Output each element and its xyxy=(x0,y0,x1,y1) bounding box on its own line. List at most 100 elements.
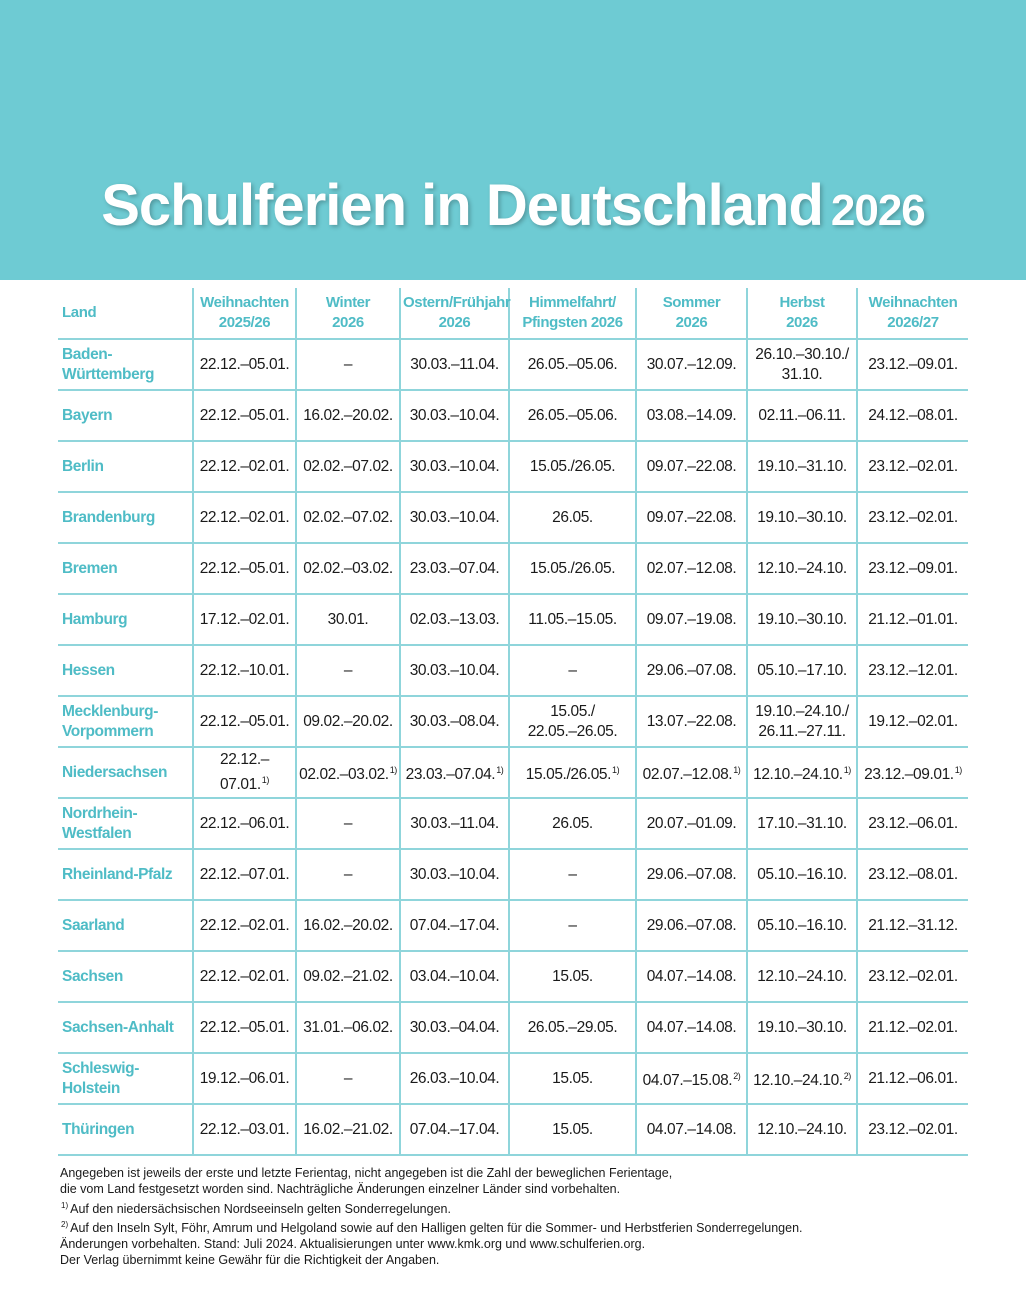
footnote-line: 2) Auf den Inseln Sylt, Föhr, Amrum und H… xyxy=(60,1217,960,1236)
date-cell: 30.03.–10.04. xyxy=(399,492,509,544)
date-cell: 30.03.–10.04. xyxy=(399,390,509,442)
date-cell: 30.03.–10.04. xyxy=(399,645,509,697)
header-row: Land Weihnachten 2025/26 Winter 2026 Ostern… xyxy=(58,288,968,340)
date-cell: 12.10.–24.10.2) xyxy=(746,1053,857,1105)
table-row: Mecklenburg- Vorpommern 22.12.–05.01. 09.0… xyxy=(58,696,968,748)
date-cell: – xyxy=(295,645,400,697)
date-cell: 02.02.–03.02.1) xyxy=(295,747,400,799)
date-cell: 22.12.–05.01. xyxy=(192,339,296,391)
date-cell: 15.05. xyxy=(508,1053,636,1105)
table-row: Niedersachsen 22.12.–07.01.1) 02.02.–03.02… xyxy=(58,747,968,799)
date-cell: 30.03.–10.04. xyxy=(399,441,509,493)
footnotes: Angegeben ist jeweils der erste und letz… xyxy=(60,1165,960,1269)
title-year: 2026 xyxy=(830,186,926,235)
date-cell: 05.10.–16.10. xyxy=(746,900,857,952)
date-cell: 02.02.–07.02. xyxy=(295,492,400,544)
date-cell: 26.05.–29.05. xyxy=(508,1002,636,1054)
state-name: Berlin xyxy=(58,441,193,493)
date-cell: 15.05./ 22.05.–26.05. xyxy=(508,696,636,748)
date-cell: 30.03.–11.04. xyxy=(399,339,509,391)
title-text: Schulferien in Deutschland xyxy=(101,173,824,238)
date-cell: 22.12.–05.01. xyxy=(192,390,296,442)
date-text: 02.02.–03.02. xyxy=(299,766,389,783)
date-cell: 02.11.–06.11. xyxy=(746,390,857,442)
date-cell: 23.03.–07.04.1) xyxy=(399,747,509,799)
date-cell: 02.07.–12.08.1) xyxy=(635,747,747,799)
date-cell: 23.12.–02.01. xyxy=(856,492,968,544)
date-cell: 07.04.–17.04. xyxy=(399,1104,509,1156)
date-cell: – xyxy=(295,798,400,850)
date-cell: 11.05.–15.05. xyxy=(508,594,636,646)
footnote-text: Auf den Inseln Sylt, Föhr, Amrum und Hel… xyxy=(70,1220,803,1235)
footnote-marker: 1) xyxy=(261,775,270,785)
column-header: Sommer 2026 xyxy=(635,288,747,340)
title: Schulferien in Deutschland 2026 xyxy=(0,172,1026,239)
date-cell: 04.07.–14.08. xyxy=(635,951,747,1003)
footnote-marker: 2) xyxy=(733,1071,741,1081)
date-cell: 24.12.–08.01. xyxy=(856,390,968,442)
date-cell: 09.07.–22.08. xyxy=(635,492,747,544)
footnote-marker: 1) xyxy=(954,765,963,775)
table-row: Baden- Württemberg 22.12.–05.01. –30.03.–1… xyxy=(58,339,968,391)
date-cell: 22.12.–02.01. xyxy=(192,900,296,952)
date-cell: 22.12.–06.01. xyxy=(192,798,296,850)
state-name: Sachsen-Anhalt xyxy=(58,1002,193,1054)
date-cell: 23.12.–02.01. xyxy=(856,1104,968,1156)
date-cell: 05.10.–16.10. xyxy=(746,849,857,901)
date-cell: 09.07.–22.08. xyxy=(635,441,747,493)
date-cell: 02.02.–07.02. xyxy=(295,441,400,493)
table-row: Saarland 22.12.–02.01. 16.02.–20.02. 07.04.… xyxy=(58,900,968,952)
footnote-line: Angegeben ist jeweils der erste und letz… xyxy=(60,1165,960,1181)
date-cell: 21.12.–01.01. xyxy=(856,594,968,646)
date-text: 15.05./26.05. xyxy=(525,766,612,783)
date-cell: 19.10.–24.10./ 26.11.–27.11. xyxy=(746,696,857,748)
state-name: Baden- Württemberg xyxy=(58,339,193,391)
column-header: Winter 2026 xyxy=(295,288,400,340)
table-row: Bayern 22.12.–05.01. 16.02.–20.02. 30.03.–1… xyxy=(58,390,968,442)
date-cell: 30.03.–04.04. xyxy=(399,1002,509,1054)
header-band xyxy=(0,0,1026,280)
date-cell: – xyxy=(295,339,400,391)
date-cell: 23.12.–12.01. xyxy=(856,645,968,697)
table-row: Sachsen-Anhalt 22.12.–05.01. 31.01.–06.02.… xyxy=(58,1002,968,1054)
date-cell: 22.12.–03.01. xyxy=(192,1104,296,1156)
holiday-table: Land Weihnachten 2025/26 Winter 2026 Ostern… xyxy=(58,288,968,1156)
date-text: 22.12.–07.01. xyxy=(220,751,269,793)
date-cell: – xyxy=(295,849,400,901)
table-row: Hessen 22.12.–10.01. –30.03.–10.04. –29.06.… xyxy=(58,645,968,697)
date-cell: 05.10.–17.10. xyxy=(746,645,857,697)
column-header: Weihnachten 2026/27 xyxy=(856,288,968,340)
date-text: 12.10.–24.10. xyxy=(753,1072,843,1089)
date-cell: 21.12.–06.01. xyxy=(856,1053,968,1105)
date-cell: 22.12.–02.01. xyxy=(192,492,296,544)
footnote-text: die vom Land festgesetzt worden sind. Na… xyxy=(60,1182,621,1197)
column-header: Land xyxy=(58,288,193,340)
date-cell: 19.12.–06.01. xyxy=(192,1053,296,1105)
date-cell: 23.12.–02.01. xyxy=(856,951,968,1003)
state-name: Bremen xyxy=(58,543,193,595)
date-cell: 29.06.–07.08. xyxy=(635,645,747,697)
date-cell: – xyxy=(295,1053,400,1105)
date-cell: 02.07.–12.08. xyxy=(635,543,747,595)
state-name: Brandenburg xyxy=(58,492,193,544)
state-name: Mecklenburg- Vorpommern xyxy=(58,696,193,748)
date-text: 23.12.–09.01. xyxy=(864,766,954,783)
date-cell: 26.05.–05.06. xyxy=(508,390,636,442)
footnote-marker: 2) xyxy=(843,1071,852,1081)
footnote-line: 1) Auf den niedersächsischen Nordseeinsel… xyxy=(60,1198,960,1217)
table-body: Baden- Württemberg 22.12.–05.01. –30.03.–1… xyxy=(58,339,968,1156)
date-cell: 29.06.–07.08. xyxy=(635,849,747,901)
footnote-line: Der Verlag übernimmt keine Gewähr für di… xyxy=(60,1252,960,1268)
date-cell: 09.02.–21.02. xyxy=(295,951,400,1003)
date-cell: 26.10.–30.10./ 31.10. xyxy=(746,339,857,391)
state-name: Schleswig- Holstein xyxy=(58,1053,193,1105)
date-cell: 31.01.–06.02. xyxy=(295,1002,400,1054)
date-cell: 22.12.–02.01. xyxy=(192,951,296,1003)
footnote-line: die vom Land festgesetzt worden sind. Na… xyxy=(60,1181,960,1197)
date-cell: 09.07.–19.08. xyxy=(635,594,747,646)
table-row: Schleswig- Holstein 19.12.–06.01. –26.03.–… xyxy=(58,1053,968,1105)
date-cell: 22.12.–05.01. xyxy=(192,543,296,595)
date-cell: 02.02.–03.02. xyxy=(295,543,400,595)
date-cell: 26.03.–10.04. xyxy=(399,1053,509,1105)
state-name: Hamburg xyxy=(58,594,193,646)
